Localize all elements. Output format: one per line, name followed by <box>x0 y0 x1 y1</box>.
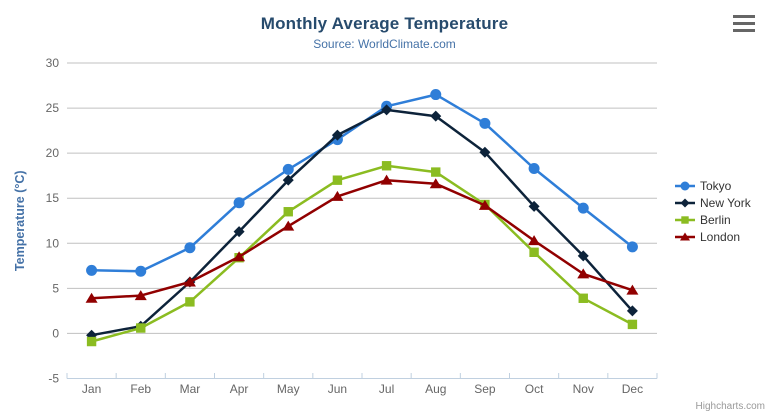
point-tokyo-oct[interactable] <box>528 162 540 174</box>
point-london-jan[interactable] <box>85 292 98 303</box>
menu-bar <box>733 28 755 32</box>
x-axis-label: May <box>277 382 300 396</box>
legend-item-new-york[interactable]: New York <box>675 194 751 211</box>
series-new-york <box>86 104 638 341</box>
point-tokyo-nov[interactable] <box>577 202 589 214</box>
legend-item-tokyo[interactable]: Tokyo <box>675 177 751 194</box>
point-tokyo-jan[interactable] <box>86 264 98 276</box>
hamburger-menu-icon[interactable] <box>733 15 755 32</box>
point-tokyo-may[interactable] <box>282 163 294 175</box>
point-london-nov[interactable] <box>577 268 590 279</box>
point-tokyo-dec[interactable] <box>626 241 638 253</box>
series-london <box>85 174 639 303</box>
point-new-york-aug[interactable] <box>430 110 442 122</box>
point-london-may[interactable] <box>282 220 295 231</box>
legend-marker-tokyo <box>675 181 695 190</box>
point-tokyo-feb[interactable] <box>135 265 147 277</box>
point-london-oct[interactable] <box>528 235 541 246</box>
point-berlin-dec[interactable] <box>627 319 638 330</box>
point-london-sep[interactable] <box>478 199 491 210</box>
y-axis-label: 25 <box>46 101 60 115</box>
series-tokyo <box>86 89 638 277</box>
y-axis-title: Temperature (°C) <box>13 170 27 271</box>
x-axis-label: Sep <box>474 382 496 396</box>
x-axis-label: Nov <box>573 382 594 396</box>
point-berlin-oct[interactable] <box>529 247 539 257</box>
y-axis-label: 15 <box>46 191 60 205</box>
legend-label: Tokyo <box>700 178 732 193</box>
point-london-dec[interactable] <box>626 284 639 295</box>
point-london-jun[interactable] <box>331 190 344 201</box>
chart-subtitle: Source: WorldClimate.com <box>313 37 456 51</box>
point-berlin-may[interactable] <box>283 207 293 217</box>
x-axis-label: Aug <box>425 382 446 396</box>
credits-link[interactable]: Highcharts.com <box>695 401 765 412</box>
point-berlin-jul[interactable] <box>381 161 392 171</box>
legend-symbol-london[interactable] <box>680 232 690 240</box>
legend-marker-berlin <box>675 215 695 224</box>
legend-label: Berlin <box>700 212 731 227</box>
point-berlin-aug[interactable] <box>431 167 441 177</box>
legend-symbol-tokyo[interactable] <box>680 181 690 190</box>
point-new-york-jul[interactable] <box>381 104 393 116</box>
point-berlin-nov[interactable] <box>578 293 588 303</box>
series-line-tokyo[interactable] <box>90 93 634 273</box>
x-axis-label: Dec <box>622 382 643 396</box>
x-axis-label: Oct <box>525 382 544 396</box>
y-axis-label: -5 <box>48 372 59 386</box>
x-axis-label: Apr <box>230 382 249 396</box>
point-new-york-may[interactable] <box>282 174 294 186</box>
point-tokyo-apr[interactable] <box>233 197 245 209</box>
point-new-york-nov[interactable] <box>577 250 589 262</box>
point-london-aug[interactable] <box>429 178 442 189</box>
chart-title: Monthly Average Temperature <box>260 14 509 33</box>
legend-symbol-new-york[interactable] <box>680 198 690 207</box>
y-axis-label: 10 <box>46 236 60 250</box>
series-line-new-york[interactable] <box>90 108 634 337</box>
legend-marker-new-york <box>675 198 695 207</box>
legend-marker-london <box>675 232 695 240</box>
point-berlin-jan[interactable] <box>86 336 97 347</box>
point-new-york-jun[interactable] <box>331 129 343 141</box>
point-tokyo-mar[interactable] <box>184 242 196 254</box>
x-axis-label: Jun <box>328 382 347 396</box>
point-new-york-apr[interactable] <box>233 226 245 238</box>
point-london-apr[interactable] <box>233 251 246 262</box>
y-axis-label: 30 <box>46 56 60 70</box>
y-axis-label: 5 <box>52 281 59 295</box>
legend-item-berlin[interactable]: Berlin <box>675 211 751 228</box>
point-london-feb[interactable] <box>134 290 147 301</box>
legend-item-london[interactable]: London <box>675 228 751 245</box>
point-london-jul[interactable] <box>380 174 393 185</box>
y-axis-label: 0 <box>52 326 59 340</box>
x-axis-label: Feb <box>130 382 151 396</box>
menu-bar <box>733 15 755 19</box>
point-tokyo-sep[interactable] <box>479 117 491 129</box>
menu-bar <box>733 21 755 26</box>
legend-label: New York <box>700 195 751 210</box>
x-axis-label: Mar <box>180 382 201 396</box>
legend-label: London <box>700 229 741 244</box>
point-berlin-mar[interactable] <box>185 297 195 307</box>
y-axis-label: 20 <box>46 146 60 160</box>
point-tokyo-aug[interactable] <box>430 89 442 101</box>
point-new-york-oct[interactable] <box>528 200 540 212</box>
series-line-london[interactable] <box>90 178 634 300</box>
point-berlin-feb[interactable] <box>136 323 146 333</box>
point-new-york-sep[interactable] <box>479 146 491 158</box>
series-line-berlin[interactable] <box>90 164 634 343</box>
point-berlin-jun[interactable] <box>332 175 343 185</box>
legend-symbol-berlin[interactable] <box>681 215 689 224</box>
legend: Tokyo New York Berlin London <box>675 177 751 245</box>
x-axis-label: Jul <box>379 382 394 396</box>
point-new-york-dec[interactable] <box>626 305 638 317</box>
x-axis-label: Jan <box>82 382 101 396</box>
point-london-mar[interactable] <box>183 276 196 287</box>
